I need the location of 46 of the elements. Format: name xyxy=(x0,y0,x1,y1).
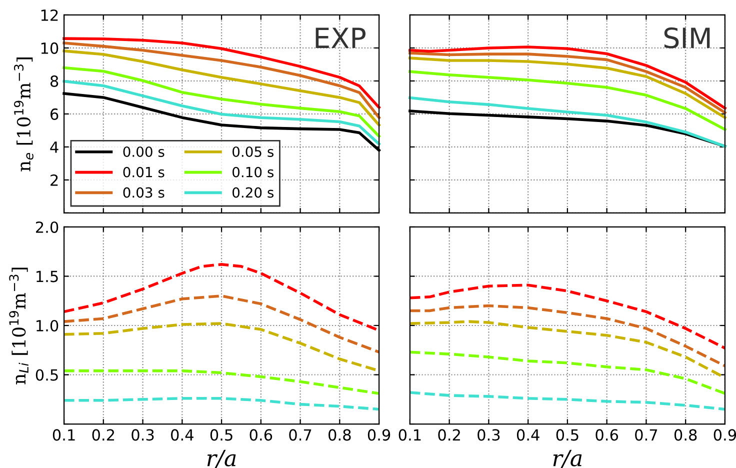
x-tick-label: 0.9 xyxy=(368,429,390,441)
y-tick-label: 4 xyxy=(50,142,58,153)
x-tick-label: 0.8 xyxy=(328,429,351,441)
x-tick-label: 0.2 xyxy=(438,429,460,441)
x-tick-label: 0.7 xyxy=(289,429,312,441)
legend-label: 0.20 s xyxy=(232,187,274,198)
x-tick-label: 0.5 xyxy=(210,429,232,441)
line-series xyxy=(62,294,380,354)
y-tick-label: 6 xyxy=(50,108,58,120)
annotation: SIM xyxy=(664,27,710,48)
legend-label: 0.10 s xyxy=(232,166,274,178)
y-tick-label: 1.0 xyxy=(36,320,58,332)
x-tick-label: 0.9 xyxy=(714,429,736,441)
x-tick-label: 0.4 xyxy=(516,429,540,441)
x-tick-label: 0.1 xyxy=(52,429,75,441)
line-series xyxy=(62,66,380,138)
y-tick-label: 12 xyxy=(41,9,58,21)
x-tick-label: 0.8 xyxy=(674,429,697,441)
y-tick-label: 1.5 xyxy=(36,270,58,282)
line-series xyxy=(62,80,380,146)
y-tick-label: 10 xyxy=(41,42,58,54)
y-tick-label: 2 xyxy=(50,174,58,186)
y-axis-title: n$_{e}$ [10$^{19}$m$^{−3}$] xyxy=(14,58,34,172)
x-tick-label: 0.4 xyxy=(171,429,194,441)
x-tick-label: 0.3 xyxy=(478,429,500,441)
annotation: EXP xyxy=(316,28,366,48)
legend-label: 0.01 s xyxy=(123,166,164,178)
y-tick-label: 2.0 xyxy=(36,221,58,233)
y-tick-label: 8 xyxy=(50,75,58,87)
x-tick-label: 0.5 xyxy=(556,429,578,441)
x-tick-label: 0.6 xyxy=(250,429,272,441)
legend-label: 0.05 s xyxy=(232,146,274,157)
line-series xyxy=(62,369,380,395)
x-axis-title: r/a xyxy=(553,450,582,468)
x-axis-title: r/a xyxy=(207,450,236,468)
legend-label: 0.00 s xyxy=(123,146,164,157)
x-tick-label: 0.7 xyxy=(635,429,658,441)
y-axis-title: n$_{Li}$ [10$^{19}$m$^{−3}$] xyxy=(9,268,28,384)
x-tick-label: 0.2 xyxy=(92,429,114,441)
x-tick-label: 0.1 xyxy=(398,429,421,441)
line-series xyxy=(62,50,380,126)
x-tick-label: 0.6 xyxy=(596,429,618,441)
legend-label: 0.03 s xyxy=(123,187,164,198)
y-tick-label: 0.5 xyxy=(36,369,58,381)
x-tick-label: 0.3 xyxy=(132,429,154,441)
line-series xyxy=(62,397,380,411)
